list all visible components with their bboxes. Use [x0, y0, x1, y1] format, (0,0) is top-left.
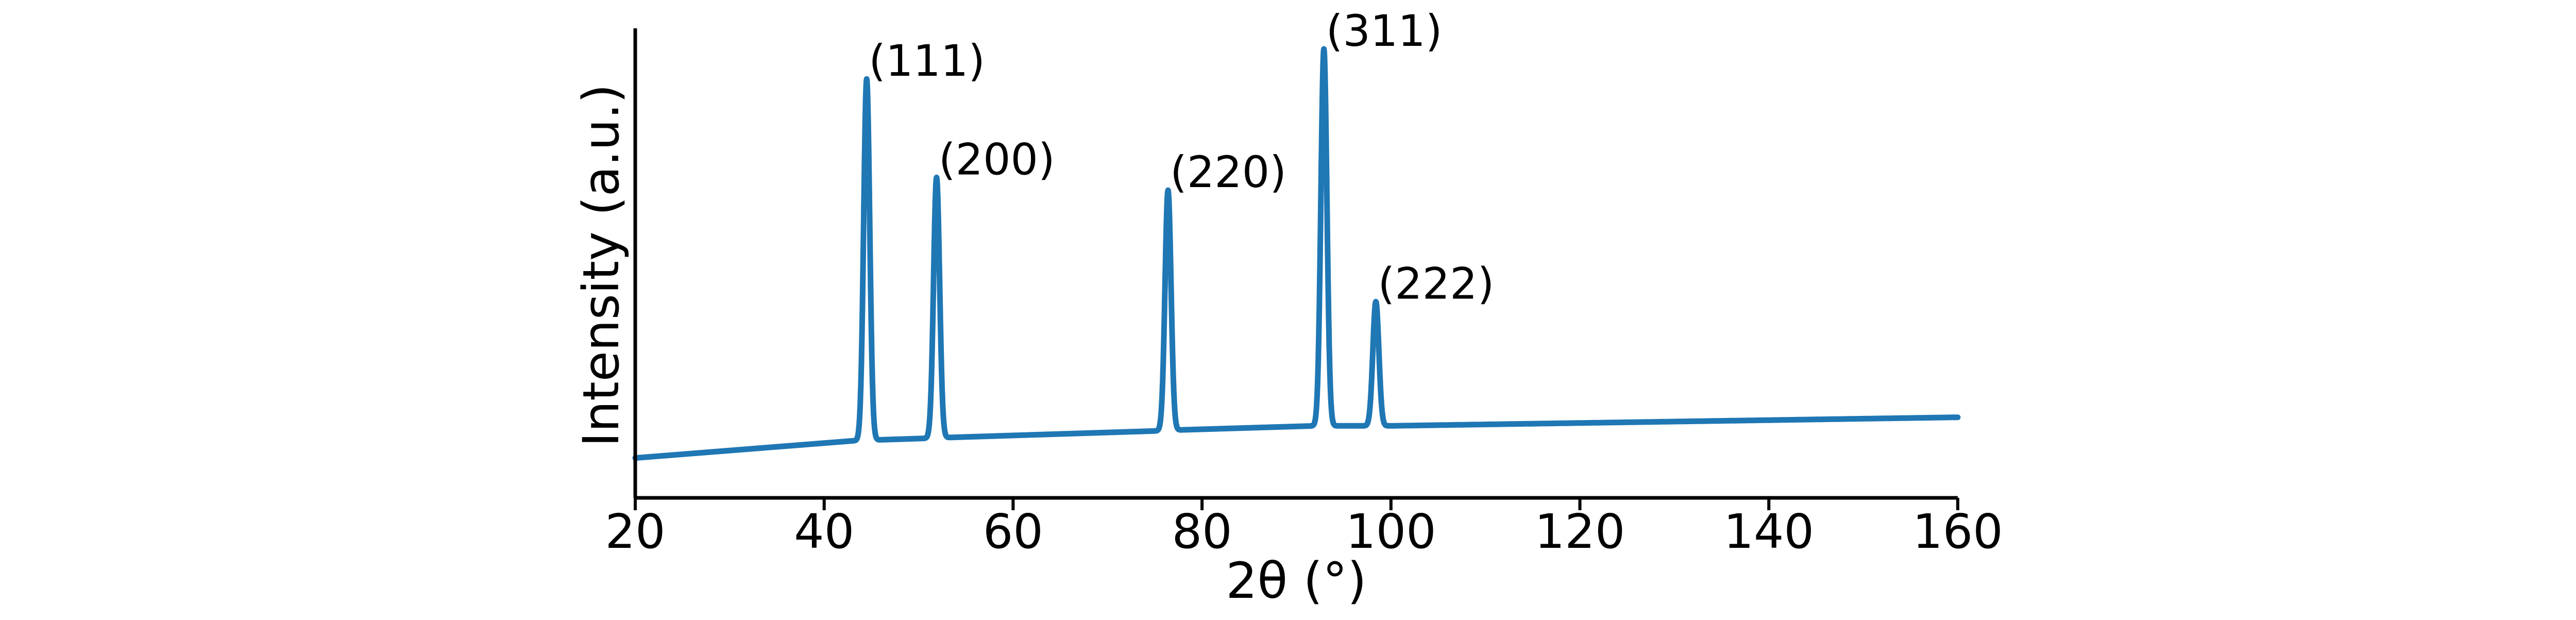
peak-label: (220) [1170, 147, 1286, 197]
peak-label: (200) [939, 134, 1055, 185]
x-tick-label: 160 [1912, 504, 2003, 559]
x-tick-label: 60 [983, 504, 1043, 559]
x-tick-label: 40 [794, 504, 854, 559]
x-tick-label: 120 [1535, 504, 1625, 559]
peak-label: (222) [1378, 258, 1495, 309]
x-axis-ticks: 20 40 60 80 100 120 140 160 [605, 498, 2003, 559]
y-axis-label: Intensity (a.u.) [572, 84, 630, 447]
plot-area [632, 46, 1961, 461]
x-tick-label: 140 [1723, 504, 1814, 559]
peak-label: (311) [1326, 6, 1443, 56]
x-axis-label: 2θ (°) [1226, 552, 1366, 610]
xrd-pattern-line [632, 46, 1961, 461]
x-tick-label: 100 [1346, 504, 1436, 559]
x-tick-label: 80 [1172, 504, 1232, 559]
peak-label-group: (111) (200) (220) (311) (222) [869, 6, 1494, 309]
peak-label: (111) [869, 36, 985, 86]
x-tick-label: 20 [605, 504, 665, 559]
